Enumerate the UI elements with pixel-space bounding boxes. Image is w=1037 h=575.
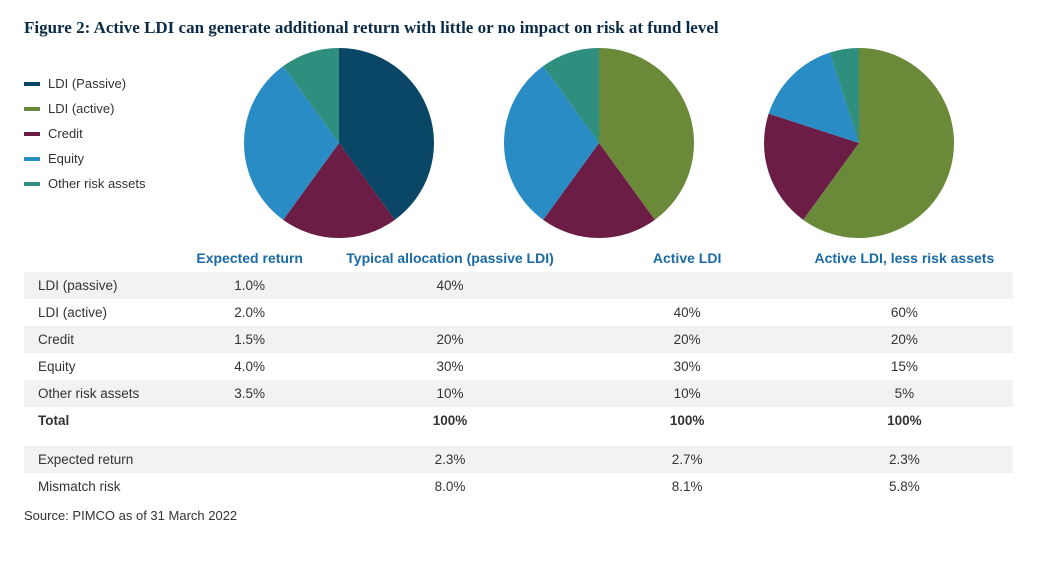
- legend: LDI (Passive) LDI (active) Credit Equity Oth…: [24, 48, 234, 201]
- table-cell: 3.5%: [178, 380, 322, 407]
- table-cell: 8.1%: [579, 473, 796, 500]
- table-cell: 1.5%: [178, 326, 322, 353]
- table-cell: LDI (active): [24, 299, 178, 326]
- legend-item: LDI (Passive): [24, 76, 234, 91]
- legend-swatch: [24, 82, 40, 86]
- table-cell: 15%: [796, 353, 1013, 380]
- table-header-row: Expected return Typical allocation (pass…: [24, 244, 1013, 272]
- table-cell: 40%: [322, 272, 579, 299]
- header-expected-return: Expected return: [178, 244, 322, 272]
- table-cell: 30%: [579, 353, 796, 380]
- table-cell: 2.0%: [178, 299, 322, 326]
- legend-label: LDI (active): [48, 101, 114, 116]
- table-cell: [322, 299, 579, 326]
- header-typical: Typical allocation (passive LDI): [322, 244, 579, 272]
- table-cell: 2.3%: [796, 446, 1013, 473]
- table-cell: 30%: [322, 353, 579, 380]
- table-cell: 60%: [796, 299, 1013, 326]
- pie-chart: [244, 48, 434, 238]
- table-cell: [178, 446, 322, 473]
- legend-swatch: [24, 182, 40, 186]
- pie-holder-active: [504, 48, 694, 238]
- table-cell: 8.0%: [322, 473, 579, 500]
- table-cell: 2.7%: [579, 446, 796, 473]
- table-cell: Mismatch risk: [24, 473, 178, 500]
- source-note: Source: PIMCO as of 31 March 2022: [24, 508, 1013, 523]
- table-cell: 100%: [796, 407, 1013, 434]
- table-row: Mismatch risk 8.0%8.1%5.8%: [24, 473, 1013, 500]
- legend-swatch: [24, 107, 40, 111]
- table-row: LDI (passive)1.0%40%: [24, 272, 1013, 299]
- table-cell: Expected return: [24, 446, 178, 473]
- table-cell: 100%: [579, 407, 796, 434]
- legend-swatch: [24, 157, 40, 161]
- legend-label: Other risk assets: [48, 176, 146, 191]
- pie-chart: [764, 48, 954, 238]
- table-cell: 20%: [322, 326, 579, 353]
- table-cell: 100%: [322, 407, 579, 434]
- table-cell: Other risk assets: [24, 380, 178, 407]
- table-cell: 40%: [579, 299, 796, 326]
- legend-swatch: [24, 132, 40, 136]
- legend-item: LDI (active): [24, 101, 234, 116]
- table-row: Expected return 2.3%2.7%2.3%: [24, 446, 1013, 473]
- pie-holder-typical: [244, 48, 434, 238]
- legend-item: Equity: [24, 151, 234, 166]
- table-cell: [579, 272, 796, 299]
- table-cell: 4.0%: [178, 353, 322, 380]
- table-cell: Total: [24, 407, 178, 434]
- legend-label: LDI (Passive): [48, 76, 126, 91]
- table-cell: [178, 473, 322, 500]
- header-active-less: Active LDI, less risk assets: [796, 244, 1013, 272]
- top-row: LDI (Passive) LDI (active) Credit Equity Oth…: [24, 48, 1013, 238]
- pie-charts-row: [234, 48, 1013, 238]
- table-row: LDI (active)2.0% 40%60%: [24, 299, 1013, 326]
- table-row: Other risk assets3.5%10%10%5%: [24, 380, 1013, 407]
- table-cell: Credit: [24, 326, 178, 353]
- table-spacer: [24, 434, 1013, 446]
- table-cell: 2.3%: [322, 446, 579, 473]
- figure-title: Figure 2: Active LDI can generate additi…: [24, 18, 1013, 38]
- legend-label: Credit: [48, 126, 83, 141]
- table-cell: 20%: [579, 326, 796, 353]
- legend-item: Credit: [24, 126, 234, 141]
- pie-chart: [504, 48, 694, 238]
- header-active: Active LDI: [579, 244, 796, 272]
- table-row: Equity4.0%30%30%15%: [24, 353, 1013, 380]
- table-cell: [178, 407, 322, 434]
- table-cell: 10%: [322, 380, 579, 407]
- table-cell: LDI (passive): [24, 272, 178, 299]
- table-cell: [796, 272, 1013, 299]
- header-blank: [24, 244, 178, 272]
- legend-item: Other risk assets: [24, 176, 234, 191]
- table-cell: 5.8%: [796, 473, 1013, 500]
- pie-holder-active_less: [764, 48, 954, 238]
- table-row: Credit1.5%20%20%20%: [24, 326, 1013, 353]
- legend-label: Equity: [48, 151, 84, 166]
- table-row: Total100%100%100%: [24, 407, 1013, 434]
- allocation-table: Expected return Typical allocation (pass…: [24, 244, 1013, 500]
- table-cell: Equity: [24, 353, 178, 380]
- table-cell: 20%: [796, 326, 1013, 353]
- table-cell: 5%: [796, 380, 1013, 407]
- table-cell: 1.0%: [178, 272, 322, 299]
- table-cell: 10%: [579, 380, 796, 407]
